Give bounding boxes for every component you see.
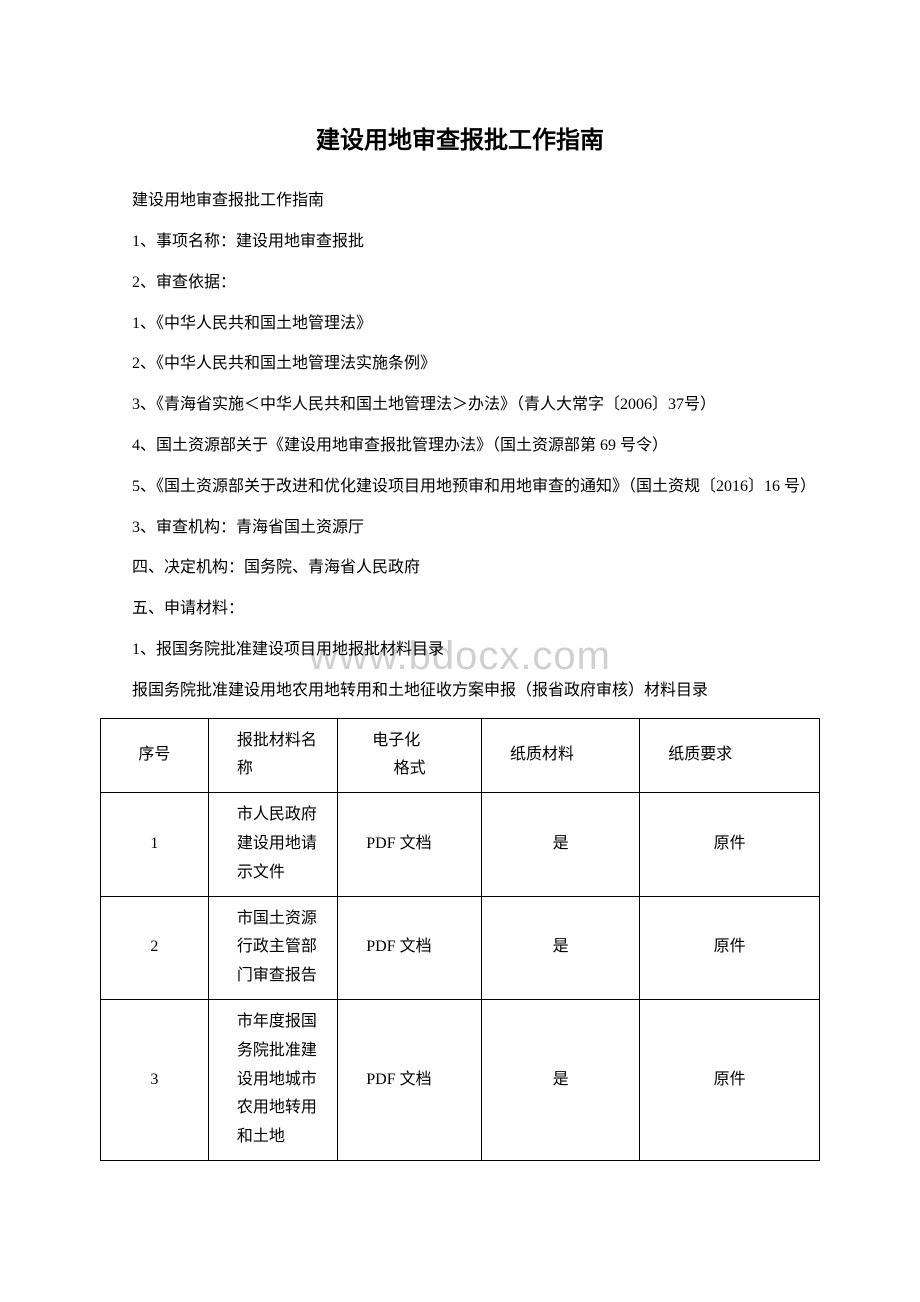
table-row: 2 市国土资源行政主管部门审查报告 PDF 文档 是 原件 [101, 896, 820, 999]
cell-seq: 3 [101, 999, 209, 1160]
cell-name: 市人民政府建设用地请示文件 [208, 793, 337, 896]
header-format-line2: 格式 [344, 755, 475, 784]
cell-paper: 是 [482, 896, 640, 999]
header-format: 电子化 格式 [338, 718, 482, 793]
cell-paper: 是 [482, 793, 640, 896]
paragraph: 2、审查依据： [100, 269, 820, 298]
paragraph: 1、《中华人民共和国土地管理法》 [100, 310, 820, 339]
paragraph: 1、报国务院批准建设项目用地报批材料目录 [100, 636, 820, 665]
cell-seq: 2 [101, 896, 209, 999]
cell-name: 市年度报国务院批准建设用地城市农用地转用和土地 [208, 999, 337, 1160]
cell-name: 市国土资源行政主管部门审查报告 [208, 896, 337, 999]
cell-format: PDF 文档 [338, 896, 482, 999]
cell-format: PDF 文档 [338, 793, 482, 896]
header-seq: 序号 [101, 718, 209, 793]
cell-req: 原件 [640, 896, 820, 999]
paragraph: 1、事项名称：建设用地审查报批 [100, 228, 820, 257]
paragraph: 5、《国土资源部关于改进和优化建设项目用地预审和用地审查的通知》（国土资规〔20… [100, 473, 820, 502]
table-header-row: 序号 报批材料名称 电子化 格式 纸质材料 纸质要求 [101, 718, 820, 793]
header-req: 纸质要求 [640, 718, 820, 793]
header-paper: 纸质材料 [482, 718, 640, 793]
paragraph: 3、审查机构：青海省国土资源厅 [100, 514, 820, 543]
cell-format: PDF 文档 [338, 999, 482, 1160]
header-format-line1: 电子化 [344, 727, 475, 756]
cell-paper: 是 [482, 999, 640, 1160]
table-row: 1 市人民政府建设用地请示文件 PDF 文档 是 原件 [101, 793, 820, 896]
materials-table: 序号 报批材料名称 电子化 格式 纸质材料 纸质要求 1 市人民政府建设用地请示… [100, 718, 820, 1161]
cell-seq: 1 [101, 793, 209, 896]
paragraph: 五、申请材料： [100, 595, 820, 624]
cell-req: 原件 [640, 999, 820, 1160]
paragraph: 报国务院批准建设用地农用地转用和土地征收方案申报（报省政府审核）材料目录 [100, 677, 820, 706]
paragraph: 建设用地审查报批工作指南 [100, 187, 820, 216]
header-name: 报批材料名称 [208, 718, 337, 793]
cell-req: 原件 [640, 793, 820, 896]
paragraph: 2、《中华人民共和国土地管理法实施条例》 [100, 350, 820, 379]
document-content: 建设用地审查报批工作指南 建设用地审查报批工作指南 1、事项名称：建设用地审查报… [100, 120, 820, 1161]
table-row: 3 市年度报国务院批准建设用地城市农用地转用和土地 PDF 文档 是 原件 [101, 999, 820, 1160]
paragraph: 四、决定机构：国务院、青海省人民政府 [100, 554, 820, 583]
paragraph: 4、国土资源部关于《建设用地审查报批管理办法》（国土资源部第 69 号令） [100, 432, 820, 461]
paragraph: 3、《青海省实施＜中华人民共和国土地管理法＞办法》（青人大常字〔2006〕37号… [100, 391, 820, 420]
document-title: 建设用地审查报批工作指南 [100, 120, 820, 163]
